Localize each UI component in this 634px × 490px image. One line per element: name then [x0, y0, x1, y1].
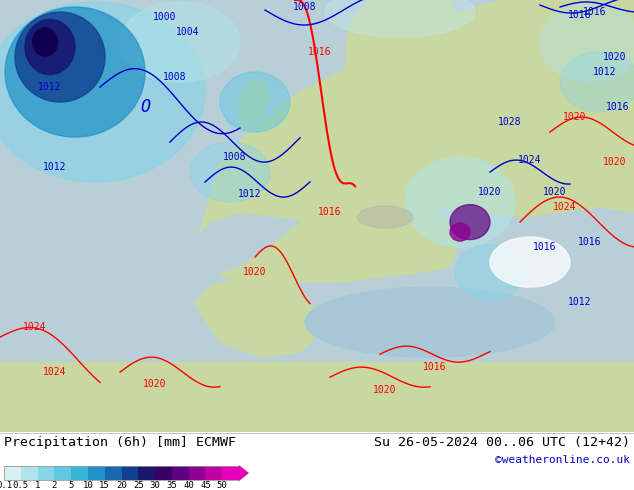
Text: 20: 20	[116, 481, 127, 490]
Ellipse shape	[560, 52, 634, 112]
Text: 30: 30	[150, 481, 160, 490]
Text: 0.5: 0.5	[13, 481, 29, 490]
Text: 35: 35	[167, 481, 178, 490]
Text: 45: 45	[200, 481, 210, 490]
Bar	[155, 466, 172, 480]
Text: 1016: 1016	[583, 7, 607, 17]
Text: 1024: 1024	[553, 202, 577, 212]
Text: ©weatheronline.co.uk: ©weatheronline.co.uk	[495, 455, 630, 465]
Bar	[189, 466, 205, 480]
Text: 15: 15	[100, 481, 110, 490]
Polygon shape	[220, 182, 460, 282]
Polygon shape	[238, 77, 270, 132]
Bar	[37, 466, 55, 480]
Ellipse shape	[15, 12, 105, 102]
Bar	[138, 466, 155, 480]
Text: 1016: 1016	[606, 102, 630, 112]
Text: 1004: 1004	[176, 27, 200, 37]
Ellipse shape	[120, 2, 240, 82]
Text: 0.1: 0.1	[0, 481, 12, 490]
Text: 1008: 1008	[163, 72, 187, 82]
Bar	[122, 466, 138, 480]
Ellipse shape	[325, 0, 475, 37]
Polygon shape	[195, 272, 320, 357]
Bar	[0, 362, 634, 432]
Text: 1012: 1012	[593, 67, 617, 77]
Text: O: O	[140, 98, 150, 116]
Text: 1016: 1016	[308, 47, 332, 57]
Ellipse shape	[190, 142, 270, 202]
Text: 1020: 1020	[478, 187, 501, 197]
Ellipse shape	[405, 157, 515, 247]
FancyArrow shape	[239, 465, 249, 481]
Bar	[205, 466, 222, 480]
Text: 1012: 1012	[238, 189, 262, 199]
Text: 2: 2	[51, 481, 57, 490]
Text: 1020: 1020	[603, 157, 627, 167]
Text: 1016: 1016	[424, 362, 447, 372]
Ellipse shape	[305, 287, 555, 357]
Ellipse shape	[32, 28, 58, 56]
Ellipse shape	[490, 237, 570, 287]
Text: Precipitation (6h) [mm] ECMWF: Precipitation (6h) [mm] ECMWF	[4, 436, 236, 449]
Text: 25: 25	[133, 481, 144, 490]
Ellipse shape	[455, 245, 525, 299]
Ellipse shape	[358, 206, 413, 228]
Text: 1024: 1024	[43, 367, 67, 377]
Text: Su 26-05-2024 00..06 UTC (12+42): Su 26-05-2024 00..06 UTC (12+42)	[374, 436, 630, 449]
Text: 1020: 1020	[563, 112, 586, 122]
Text: 1000: 1000	[153, 12, 177, 22]
Ellipse shape	[450, 205, 490, 240]
Text: 50: 50	[217, 481, 228, 490]
Ellipse shape	[540, 2, 634, 82]
Text: 1: 1	[35, 481, 40, 490]
Text: 1012: 1012	[568, 297, 592, 307]
Text: 1016: 1016	[318, 207, 342, 217]
Bar	[71, 466, 88, 480]
Text: 1008: 1008	[294, 2, 317, 12]
Text: 1020: 1020	[543, 187, 567, 197]
Text: 1008: 1008	[223, 152, 247, 162]
Polygon shape	[460, 112, 634, 182]
Bar	[4, 466, 21, 480]
Ellipse shape	[25, 20, 75, 74]
Text: 1020: 1020	[373, 385, 397, 395]
Text: 1012: 1012	[38, 82, 61, 92]
Text: 5: 5	[68, 481, 74, 490]
Ellipse shape	[0, 2, 205, 182]
Text: 1016: 1016	[568, 10, 592, 20]
Text: 1016: 1016	[578, 237, 602, 247]
Text: 10: 10	[82, 481, 93, 490]
Polygon shape	[345, 0, 460, 112]
Bar	[21, 466, 37, 480]
Text: 1024: 1024	[23, 322, 47, 332]
Text: 40: 40	[183, 481, 194, 490]
Bar	[105, 466, 122, 480]
Ellipse shape	[450, 223, 470, 241]
Bar	[55, 466, 71, 480]
Ellipse shape	[220, 72, 290, 132]
Text: 1020: 1020	[143, 379, 167, 389]
Text: 1020: 1020	[243, 267, 267, 277]
Text: 1028: 1028	[498, 117, 522, 127]
Text: 1016: 1016	[533, 242, 557, 252]
Bar	[4, 466, 239, 480]
Ellipse shape	[5, 7, 145, 137]
Text: 1024: 1024	[518, 155, 541, 165]
Polygon shape	[200, 0, 634, 232]
Bar	[222, 466, 239, 480]
Bar	[88, 466, 105, 480]
Text: 1012: 1012	[43, 162, 67, 172]
Text: 1020: 1020	[603, 52, 627, 62]
Bar	[172, 466, 189, 480]
